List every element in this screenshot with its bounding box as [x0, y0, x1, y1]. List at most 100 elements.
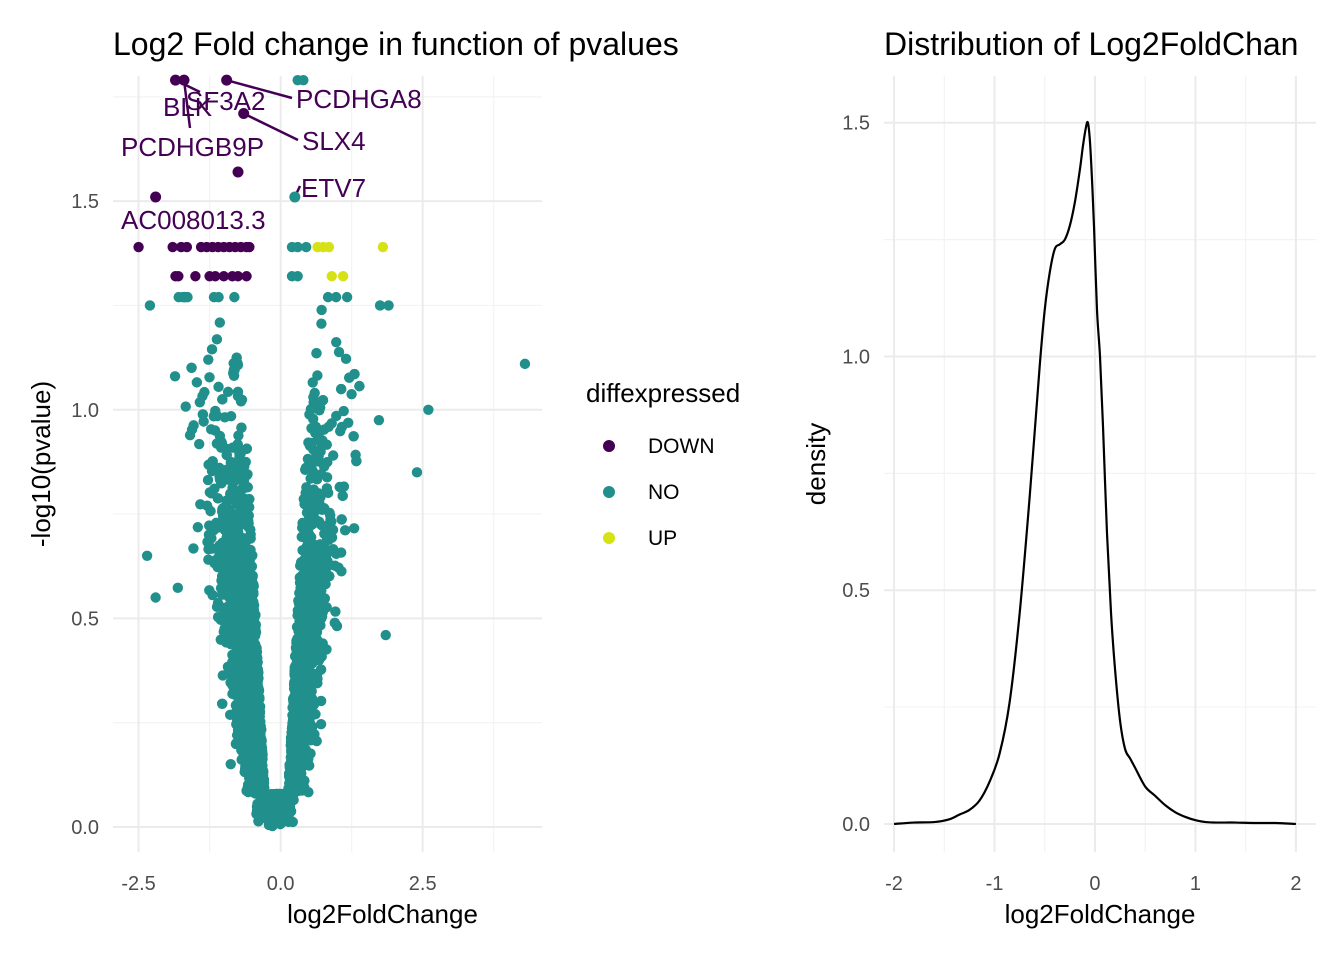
point-no	[150, 592, 161, 603]
point-no	[285, 732, 297, 744]
labeled-point	[232, 166, 244, 178]
gene-label: PCDHGA8	[296, 84, 422, 114]
y-tick-label: 1.0	[842, 346, 870, 368]
point-no	[247, 550, 258, 561]
point-no	[301, 507, 313, 518]
point-no	[248, 587, 259, 598]
point-no	[276, 817, 287, 829]
point-no	[302, 754, 314, 765]
point-no	[242, 640, 253, 652]
point-no	[180, 401, 191, 412]
point-no	[320, 578, 331, 590]
point-no	[254, 804, 265, 815]
point-no	[195, 499, 206, 510]
point-no	[309, 506, 321, 517]
point-no	[354, 380, 365, 392]
point-no	[309, 402, 320, 414]
labeled-point	[238, 108, 250, 120]
volcano-plot: Log2 Fold change in function of pvalues -…	[26, 26, 679, 929]
point-no	[197, 409, 209, 420]
point-no	[330, 291, 342, 303]
point-down	[244, 241, 255, 253]
point-no	[214, 317, 226, 328]
point-no	[329, 617, 341, 629]
point-no	[211, 334, 223, 345]
point-no	[316, 304, 327, 316]
gene-label: SLX4	[302, 126, 366, 156]
point-no	[257, 770, 268, 781]
point-down	[190, 271, 201, 282]
point-no	[216, 478, 227, 489]
labeled-point	[170, 74, 182, 86]
x-axis-title: log2FoldChange	[1005, 899, 1196, 929]
point-no	[207, 589, 218, 601]
point-no	[227, 535, 238, 547]
point-no	[238, 612, 250, 624]
scatter-points	[133, 74, 531, 832]
point-no	[309, 562, 320, 574]
point-up	[377, 241, 389, 253]
point-no	[243, 655, 254, 666]
point-no	[267, 820, 278, 832]
point-no	[243, 779, 254, 790]
x-tick-label: 2	[1290, 873, 1301, 895]
point-down	[241, 271, 252, 282]
point-no	[228, 367, 239, 379]
point-no	[228, 685, 240, 696]
point-no	[246, 561, 258, 572]
point-no	[317, 435, 328, 446]
point-no	[231, 638, 242, 650]
point-no	[220, 608, 231, 619]
legend-key	[603, 486, 615, 498]
point-no	[217, 558, 228, 569]
point-no	[216, 442, 227, 453]
point-no	[313, 592, 324, 604]
point-no	[204, 372, 215, 383]
point-no	[250, 742, 261, 754]
point-down	[232, 271, 244, 282]
point-no	[320, 568, 332, 579]
point-no	[268, 792, 280, 803]
point-no	[222, 386, 234, 398]
point-down	[133, 241, 144, 253]
point-down	[173, 271, 184, 282]
point-no	[295, 621, 307, 633]
gene-label: ETV7	[301, 173, 366, 203]
point-no	[309, 497, 320, 508]
point-no	[302, 453, 314, 465]
point-no	[179, 291, 191, 303]
legend-label: NO	[648, 481, 680, 504]
point-no	[229, 291, 240, 303]
legend-label: UP	[648, 527, 677, 550]
point-no	[328, 543, 339, 555]
point-no	[209, 425, 221, 436]
point-no	[250, 672, 261, 683]
point-no	[242, 482, 253, 493]
label-connector	[243, 112, 299, 142]
point-no	[212, 410, 223, 422]
point-up	[323, 241, 335, 253]
x-tick-label: -2	[885, 873, 903, 895]
right-chart-title: Distribution of Log2FoldChan	[884, 26, 1298, 62]
y-tick-label: 0.5	[842, 580, 870, 602]
point-no	[141, 550, 153, 561]
point-down	[218, 271, 230, 282]
point-no	[346, 388, 357, 400]
labeled-point	[150, 191, 162, 203]
point-no	[222, 574, 233, 585]
point-no	[229, 476, 240, 487]
point-no	[241, 673, 253, 685]
point-no	[519, 358, 531, 370]
point-no	[300, 462, 312, 473]
y-tick-label: 1.0	[71, 400, 99, 422]
gene-label: PCDHGB9P	[121, 132, 264, 162]
point-no	[302, 548, 314, 559]
point-no	[281, 801, 292, 812]
point-no	[202, 474, 214, 486]
point-no	[206, 532, 217, 544]
point-no	[344, 372, 355, 383]
point-no	[311, 515, 322, 526]
point-no	[233, 430, 244, 441]
